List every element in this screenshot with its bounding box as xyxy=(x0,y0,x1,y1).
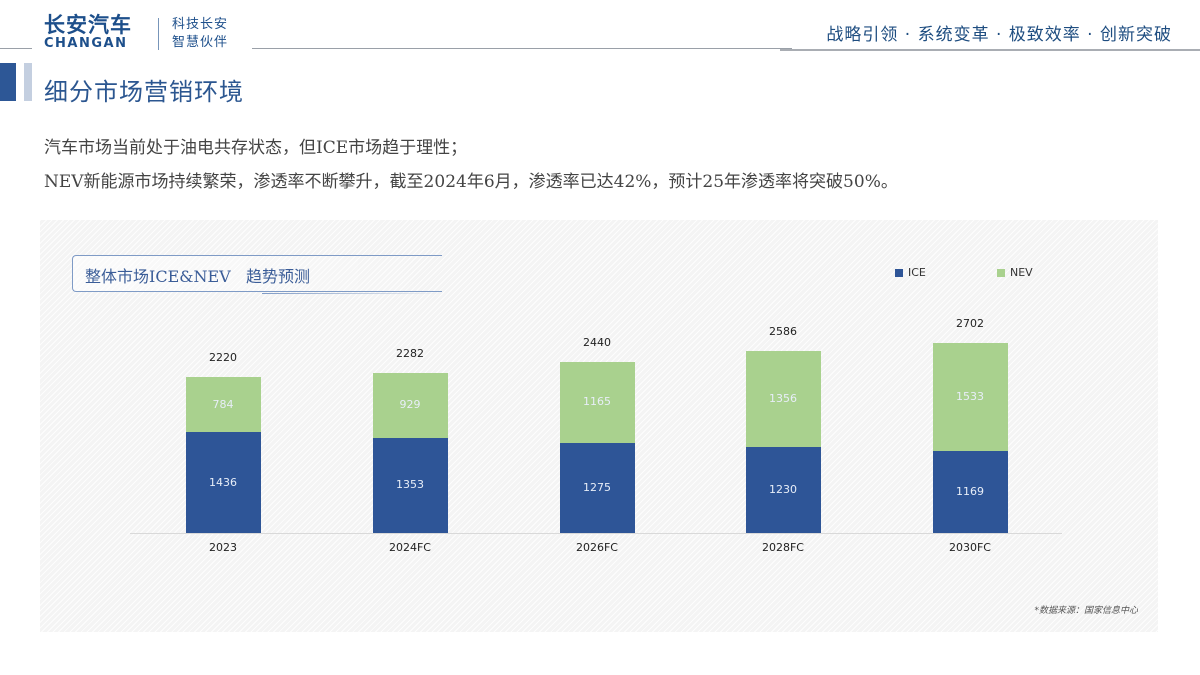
x-tick-label: 2023 xyxy=(209,541,237,554)
header-motto: 战略引领 · 系统变革 · 极致效率 · 创新突破 xyxy=(826,25,1172,45)
bar-segment-nev xyxy=(745,351,821,447)
ice-value-label: 1275 xyxy=(583,481,611,495)
bar-segment-ice xyxy=(185,432,261,533)
stacked-bar-plot: 784 1436 2220 2023 929 1353 2282 2024FC … xyxy=(40,220,1158,632)
brand-slogan: 科技长安 智慧伙伴 xyxy=(172,16,228,52)
title-accent-bar-light xyxy=(24,63,32,101)
legend-label-ice: ICE xyxy=(908,266,926,279)
x-tick-label: 2030FC xyxy=(948,541,991,554)
total-value-label: 2702 xyxy=(956,317,984,331)
summary-line-2: NEV新能源市场持续繁荣，渗透率不断攀升，截至2024年6月，渗透率已达42%，… xyxy=(44,172,898,192)
slogan-line-2: 智慧伙伴 xyxy=(172,35,229,50)
nev-value-label: 929 xyxy=(399,398,421,412)
bar-segment-nev xyxy=(372,372,448,438)
header-rule-left xyxy=(0,48,32,49)
bar-segment-ice xyxy=(372,437,448,533)
data-source-note: *数据来源：国家信息中心 xyxy=(1034,606,1138,616)
bar-segment-nev xyxy=(932,343,1008,451)
ice-value-label: 1436 xyxy=(209,475,237,489)
summary-line-1: 汽车市场当前处于油电共存状态，但ICE市场趋于理性； xyxy=(44,138,468,158)
bar-group-2030fc: 1533 1169 xyxy=(932,343,1008,533)
total-value-label: 2220 xyxy=(209,351,237,364)
page-title: 细分市场营销环境 xyxy=(44,78,244,106)
nev-value-label: 1356 xyxy=(769,391,797,405)
header-rule-right xyxy=(780,49,1200,51)
ice-value-label: 1169 xyxy=(956,484,984,498)
total-value-label: 2440 xyxy=(583,335,611,349)
bar-segment-nev xyxy=(185,377,261,433)
bar-group-2026fc: 1165 1275 xyxy=(559,361,635,533)
bar-group-2028fc: 1356 1230 xyxy=(745,351,821,533)
x-tick-label: 2028FC xyxy=(761,541,804,554)
legend-swatch-nev xyxy=(997,268,1005,277)
chart-panel: 整体市场ICE&NEV 趋势预测 ICE NEV 784 1436 2220 2… xyxy=(40,220,1158,632)
legend-item-ice: ICE xyxy=(895,266,926,279)
total-value-label: 2586 xyxy=(769,325,797,339)
legend-swatch-ice xyxy=(895,268,903,277)
title-accent-bar-dark xyxy=(0,63,16,101)
x-axis-line xyxy=(130,533,1062,534)
logo-separator xyxy=(158,18,159,50)
summary-text: 汽车市场当前处于油电共存状态，但ICE市场趋于理性； NEV新能源市场持续繁荣，… xyxy=(44,131,898,199)
x-tick-label: 2024FC xyxy=(388,541,431,554)
bar-segment-ice xyxy=(745,446,821,533)
header-rule-mid xyxy=(252,48,792,49)
legend-item-nev: NEV xyxy=(997,266,1033,279)
ice-value-label: 1353 xyxy=(396,478,424,492)
bar-segment-nev xyxy=(559,361,635,444)
bar-group-2024fc: 929 1353 xyxy=(372,372,448,533)
changan-logo: 长安汽车 CHANGAN xyxy=(44,14,154,51)
bar-segment-ice xyxy=(932,450,1008,533)
logo-en-text: CHANGAN xyxy=(44,36,128,51)
nev-value-label: 784 xyxy=(212,397,234,411)
chart-title-box: 整体市场ICE&NEV 趋势预测 xyxy=(72,255,442,292)
ice-value-label: 1230 xyxy=(769,482,797,496)
slogan-line-1: 科技长安 xyxy=(172,17,229,32)
x-tick-label: 2026FC xyxy=(575,541,618,554)
logo-cn-text: 长安汽车 xyxy=(44,13,132,37)
total-value-label: 2282 xyxy=(396,346,424,360)
bar-group-2023: 784 1436 xyxy=(185,377,261,533)
legend-label-nev: NEV xyxy=(1010,266,1033,279)
nev-value-label: 1165 xyxy=(583,395,611,409)
bar-segment-ice xyxy=(559,443,635,533)
nev-value-label: 1533 xyxy=(956,389,984,403)
